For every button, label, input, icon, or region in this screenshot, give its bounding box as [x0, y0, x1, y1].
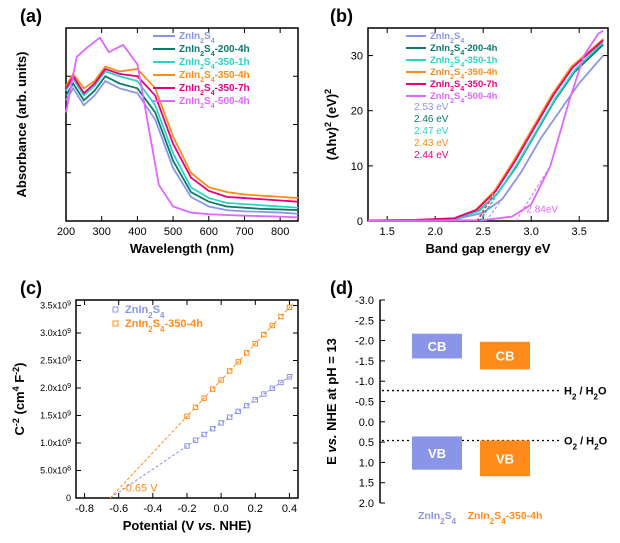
svg-text:3.5x109: 3.5x109: [40, 300, 71, 311]
svg-text:ZnIn2S4-350-1h: ZnIn2S4-350-1h: [179, 57, 250, 71]
panel-d: (d) -3.0 -2.5 -2.0 -1.5 -1.0 -0.5 0.0 0.5 1.0 1.5…: [318, 278, 618, 538]
svg-text:2.0: 2.0: [359, 498, 374, 510]
svg-text:700: 700: [235, 226, 253, 238]
svg-text:600: 600: [200, 226, 218, 238]
panel-a: (a) 200 300 400 500 600 700 800 Wavelength (nm)…: [8, 6, 308, 261]
svg-text:ZnIn2S4-350-4h: ZnIn2S4-350-4h: [468, 510, 543, 526]
svg-text:400: 400: [128, 226, 146, 238]
svg-text:300: 300: [93, 226, 111, 238]
svg-text:ZnIn2S4: ZnIn2S4: [418, 510, 457, 526]
svg-text:C-2 (cm4 F-2): C-2 (cm4 F-2): [11, 362, 27, 435]
svg-text:-2.0: -2.0: [355, 336, 374, 348]
svg-text:H2 / H2O: H2 / H2O: [564, 386, 607, 402]
svg-text:ZnIn2S4-350-4h: ZnIn2S4-350-4h: [179, 70, 250, 84]
panel-a-svg: 200 300 400 500 600 700 800 Wavelength (nm) Abso…: [8, 6, 308, 261]
svg-text:CB: CB: [428, 339, 447, 354]
svg-text:O2 / H2O: O2 / H2O: [564, 435, 608, 451]
svg-text:1.5: 1.5: [359, 478, 374, 490]
svg-text:-0.8: -0.8: [75, 503, 94, 515]
svg-text:10: 10: [351, 161, 363, 173]
svg-text:ZnIn2S4-350-4h: ZnIn2S4-350-4h: [125, 318, 203, 334]
svg-text:3.0: 3.0: [524, 226, 539, 238]
svg-text:ZnIn2S4: ZnIn2S4: [179, 31, 215, 45]
svg-text:CB: CB: [496, 349, 515, 364]
panel-b: (b) 1.5 2.0 2.5 3.0 3.5 0 10 20 30 Band gap energ…: [318, 6, 618, 261]
svg-text:20: 20: [351, 106, 363, 118]
svg-text:Absorbance (arb. units): Absorbance (arb. units): [14, 52, 29, 198]
svg-text:2.47 eV: 2.47 eV: [414, 126, 449, 137]
svg-text:2.44 eV: 2.44 eV: [414, 150, 449, 161]
panel-c-svg: -0.8 -0.6 -0.4 -0.2 0.0 0.2 0.4 0 5.0x108 1.0x109…: [8, 278, 308, 538]
svg-text:0.4: 0.4: [282, 503, 297, 515]
svg-text:Wavelength (nm): Wavelength (nm): [130, 241, 234, 256]
svg-text:-0.6: -0.6: [109, 503, 128, 515]
svg-text:-0.2: -0.2: [178, 503, 197, 515]
svg-text:2.0: 2.0: [428, 226, 443, 238]
svg-text:2.53 eV: 2.53 eV: [414, 102, 449, 113]
panel-c: (c) -0.8 -0.6 -0.4 -0.2 0.0 0.2 0.4 0 5.0x108 1.0…: [8, 278, 308, 538]
svg-text:1.5: 1.5: [380, 226, 395, 238]
svg-text:2.0x109: 2.0x109: [40, 383, 71, 394]
svg-text:0.0: 0.0: [359, 417, 374, 429]
panel-d-label: (d): [330, 278, 353, 299]
svg-text:200: 200: [57, 226, 75, 238]
panel-b-svg: 1.5 2.0 2.5 3.0 3.5 0 10 20 30 Band gap energy eV…: [318, 6, 618, 261]
svg-text:2.46 eV: 2.46 eV: [414, 114, 449, 125]
svg-text:500: 500: [164, 226, 182, 238]
svg-text:0.0: 0.0: [214, 503, 229, 515]
svg-text:ZnIn2S4-200-4h: ZnIn2S4-200-4h: [179, 44, 250, 58]
svg-text:0: 0: [66, 493, 71, 503]
svg-text:3.5: 3.5: [572, 226, 587, 238]
svg-text:-1.0: -1.0: [355, 376, 374, 388]
svg-text:ZnIn2S4-500-4h: ZnIn2S4-500-4h: [179, 96, 250, 110]
svg-text:30: 30: [351, 51, 363, 63]
svg-text:1.5x109: 1.5x109: [40, 410, 71, 421]
svg-text:-0.4: -0.4: [143, 503, 162, 515]
svg-text:2.43 eV: 2.43 eV: [414, 138, 449, 149]
svg-text:Band gap energy eV: Band gap energy eV: [426, 241, 551, 256]
svg-text:3.0x109: 3.0x109: [40, 328, 71, 339]
svg-text:-3.0: -3.0: [355, 295, 374, 307]
svg-text:(Ahv)2 (eV)2: (Ahv)2 (eV)2: [323, 89, 339, 160]
svg-text:VB: VB: [496, 451, 514, 466]
svg-text:-0.65 V: -0.65 V: [122, 482, 158, 494]
svg-text:2.84eV: 2.84eV: [526, 205, 558, 216]
svg-text:0.2: 0.2: [248, 503, 263, 515]
svg-text:0: 0: [357, 216, 363, 228]
svg-text:Potential (V vs. NHE): Potential (V vs. NHE): [123, 518, 252, 533]
svg-text:E vs. NHE at pH = 13: E vs. NHE at pH = 13: [324, 338, 339, 465]
svg-text:2.5: 2.5: [476, 226, 491, 238]
panel-c-label: (c): [20, 278, 42, 299]
panel-a-label: (a): [20, 6, 42, 27]
svg-text:VB: VB: [428, 446, 446, 461]
panel-b-label: (b): [330, 6, 353, 27]
svg-text:-0.5: -0.5: [355, 397, 374, 409]
svg-text:800: 800: [271, 226, 289, 238]
svg-text:-2.5: -2.5: [355, 315, 374, 327]
svg-text:0.5: 0.5: [359, 437, 374, 449]
panel-d-svg: -3.0 -2.5 -2.0 -1.5 -1.0 -0.5 0.0 0.5 1.0 1.5 2.0 H…: [318, 278, 618, 538]
svg-text:1.0: 1.0: [359, 457, 374, 469]
svg-text:2.5x109: 2.5x109: [40, 355, 71, 366]
svg-text:1.0x109: 1.0x109: [40, 438, 71, 449]
svg-text:5.0x108: 5.0x108: [40, 465, 71, 476]
svg-text:ZnIn2S4-350-7h: ZnIn2S4-350-7h: [179, 83, 250, 97]
svg-text:-1.5: -1.5: [355, 356, 374, 368]
